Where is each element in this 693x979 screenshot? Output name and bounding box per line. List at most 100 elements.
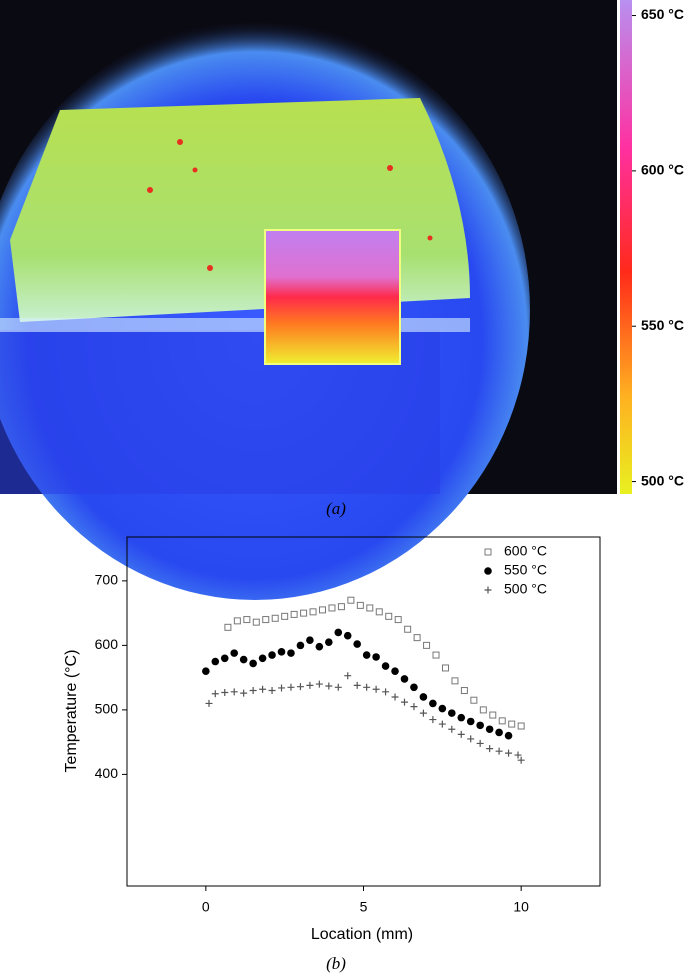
point <box>211 690 219 698</box>
point <box>429 716 437 724</box>
colorbar-label: 650 °C <box>641 6 684 22</box>
point <box>400 698 408 706</box>
point <box>514 751 522 759</box>
point <box>202 667 210 675</box>
point <box>438 704 447 713</box>
legend-marker <box>484 567 492 575</box>
point <box>419 709 427 717</box>
point <box>306 681 314 689</box>
thermal-image <box>0 0 617 600</box>
point <box>438 720 446 728</box>
colorbar-label: 550 °C <box>641 317 684 333</box>
point <box>325 638 333 646</box>
x-tick-label: 5 <box>360 899 368 915</box>
legend-label: 550 °C <box>504 562 547 578</box>
point <box>277 648 286 656</box>
point <box>306 636 314 645</box>
point <box>230 688 238 696</box>
point <box>410 703 418 711</box>
point <box>391 667 399 675</box>
point <box>495 747 503 755</box>
point <box>309 608 317 616</box>
legend-label: 500 °C <box>504 581 547 597</box>
point <box>498 717 506 725</box>
point <box>404 625 412 633</box>
point <box>259 685 267 693</box>
point <box>268 687 276 695</box>
point <box>476 721 484 730</box>
point <box>239 655 248 664</box>
point <box>470 696 478 704</box>
point <box>372 653 380 661</box>
point <box>504 731 513 740</box>
point <box>334 683 342 691</box>
point <box>268 651 276 659</box>
point <box>249 687 257 695</box>
point <box>278 684 286 692</box>
point <box>296 683 304 691</box>
point <box>353 640 361 648</box>
x-tick-label: 10 <box>513 899 529 915</box>
point <box>419 693 428 701</box>
legend-marker <box>484 548 492 556</box>
point <box>362 651 371 659</box>
y-tick-label: 500 <box>95 701 119 717</box>
x-tick-label: 0 <box>202 899 210 915</box>
point <box>353 681 361 689</box>
point <box>211 657 220 666</box>
colorbar-label: 600 °C <box>641 162 684 178</box>
point <box>410 683 418 692</box>
legend-label: 600 °C <box>504 543 547 559</box>
point <box>448 725 456 733</box>
legend-marker <box>484 586 492 594</box>
point <box>400 675 409 683</box>
point <box>451 677 459 685</box>
point <box>486 745 494 753</box>
point <box>432 651 440 659</box>
point <box>319 606 327 614</box>
point <box>230 649 239 657</box>
point <box>325 682 333 690</box>
point <box>460 687 468 695</box>
point <box>466 717 475 726</box>
point <box>505 749 513 757</box>
point <box>495 728 503 737</box>
point <box>262 616 270 624</box>
point <box>290 610 298 618</box>
point <box>385 612 393 620</box>
colorbar-label: 500 °C <box>641 472 684 488</box>
point <box>224 623 232 631</box>
y-tick-label: 700 <box>95 572 119 588</box>
y-tick-label: 600 <box>95 636 119 652</box>
point <box>447 709 456 717</box>
point <box>271 614 279 622</box>
point <box>220 654 229 663</box>
caption: (a) <box>326 499 346 518</box>
point <box>344 672 352 680</box>
point <box>337 603 345 611</box>
caption: (b) <box>326 954 346 973</box>
point <box>457 713 466 722</box>
point <box>485 725 494 734</box>
point <box>258 654 267 663</box>
point <box>467 735 475 743</box>
point <box>347 596 355 604</box>
point <box>517 756 525 764</box>
point <box>479 706 487 714</box>
x-axis-label: Location (mm) <box>311 926 413 943</box>
point <box>375 608 383 616</box>
point <box>205 699 213 707</box>
point <box>508 720 516 728</box>
point <box>363 683 371 691</box>
point <box>372 685 380 693</box>
point <box>366 604 374 612</box>
point <box>252 618 260 626</box>
point <box>489 711 497 719</box>
point <box>328 604 336 612</box>
point <box>243 616 251 624</box>
point <box>429 699 437 708</box>
point <box>249 659 257 668</box>
point <box>441 664 449 672</box>
